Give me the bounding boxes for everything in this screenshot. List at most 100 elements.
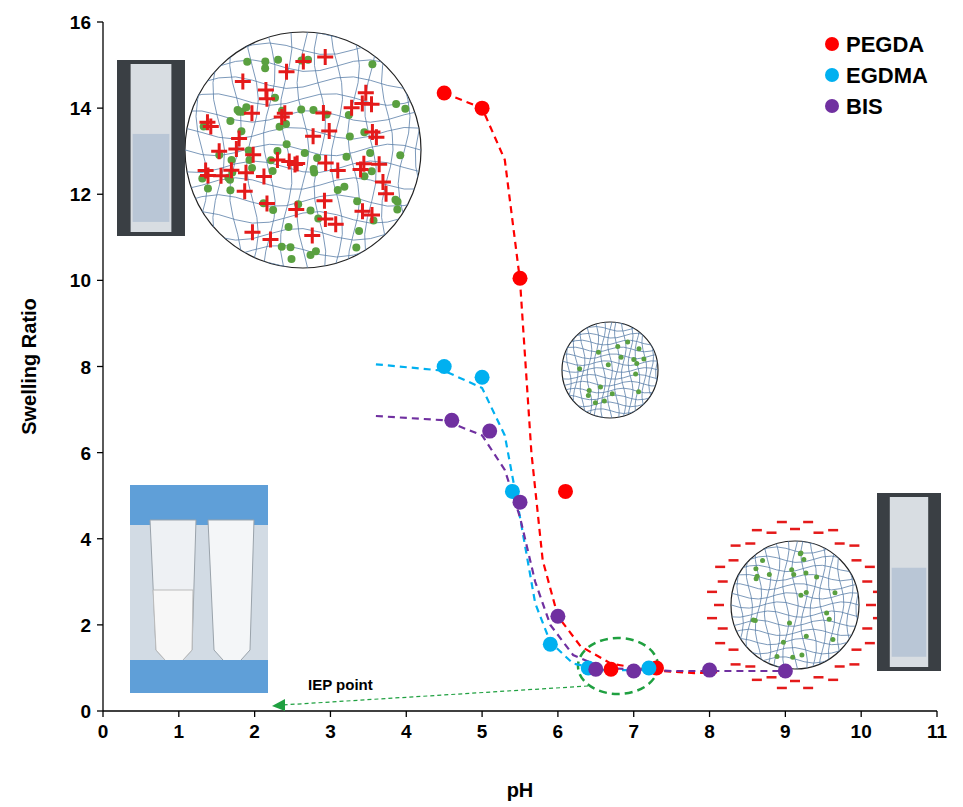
mesh-line [213,0,225,319]
glove [130,660,268,693]
crosslink-dot [352,244,360,252]
mesh-line [608,301,613,438]
mesh-line [704,638,887,644]
crosslink-dot [827,617,832,622]
x-tick [785,711,786,717]
crosslink-dot [641,357,646,362]
plus-sign [330,163,346,179]
minus-sign [777,687,787,690]
tube-photo [130,485,268,693]
data-point [588,662,603,677]
mesh-line [415,0,427,319]
plus-sign [238,165,254,181]
legend-marker [825,99,839,113]
minus-sign [813,531,823,534]
plot-area [376,86,793,679]
mesh-line [704,675,887,681]
mesh-line [704,538,887,544]
x-tick [254,711,255,717]
x-tick [178,711,179,717]
crosslink-dot [278,243,286,251]
plus-sign [244,224,260,240]
mesh-line [704,611,887,617]
legend-marker [825,37,839,51]
crosslink-dot [753,566,758,571]
crosslink-dot [261,58,269,66]
collapsed-network [541,301,678,438]
minus-sign [715,642,725,645]
crosslink-dot [346,133,354,141]
photo-background [130,485,268,693]
crosslink-dot [396,151,404,159]
crosslink-dot [798,550,803,555]
tube-sediment [153,590,193,670]
crosslink-dot [803,571,808,576]
crosslink-dot [234,106,242,114]
crosslink-dot [781,640,786,645]
mesh-line [587,301,592,438]
x-tick-label: 1 [174,721,185,742]
minus-sign [849,663,859,666]
mesh-line [663,301,668,438]
crosslink-dot [586,393,591,398]
crosslink-dot [755,574,760,579]
photo-background [117,60,185,236]
plus-sign [274,109,290,125]
crosslink-dot [798,593,803,598]
crosslink-dot [285,223,293,231]
mesh-line [704,629,887,635]
x-tick [557,711,558,717]
mesh-line [801,514,807,697]
crosslink-dot [393,205,401,213]
crosslink-dot [606,362,611,367]
plus-sign [378,186,394,202]
crosslink-dot [368,60,376,68]
mesh-line [382,0,394,319]
crosslink-dot [602,399,607,404]
plus-sign [356,156,372,172]
minus-sign [731,544,741,547]
minus-sign [729,559,739,562]
crosslink-dot [342,153,350,161]
mesh-line [432,0,444,319]
crosslink-dot [804,590,809,595]
mesh-line [134,43,471,54]
x-tick [330,711,331,717]
mesh-line [838,514,844,697]
y-tick [97,710,103,711]
crosslink-dot [368,167,376,175]
crosslink-dot [610,391,615,396]
plus-sign [231,131,247,147]
mesh-line [134,279,471,291]
crosslink-dot [392,100,400,108]
mesh-line [553,301,558,438]
crosslink-dot [636,346,641,351]
x-tick-label: 2 [249,721,260,742]
minus-sign [790,680,800,683]
plus-sign [375,174,391,190]
crosslink-dot [791,572,796,577]
minus-sign [767,531,777,534]
mesh-line [810,514,816,697]
mesh-line [746,514,752,697]
crosslink-dot [798,551,803,556]
mesh-line [601,301,606,438]
y-tick [97,366,103,367]
plus-sign [295,54,311,70]
x-tick-label: 4 [401,721,412,742]
y-tick [97,194,103,195]
plus-sign [277,105,293,121]
crosslink-dot [301,149,309,157]
crosslink-dot [804,634,809,639]
network-mesh [541,301,678,438]
plus-sign [358,85,374,101]
minus-sign [752,529,762,532]
minus-sign [865,642,875,645]
mesh-line [847,514,853,697]
crosslink-dot [830,637,835,642]
plus-sign [235,74,251,90]
y-tick [97,538,103,539]
minus-sign [813,676,823,679]
minus-sign [862,627,872,630]
data-point [641,660,656,675]
